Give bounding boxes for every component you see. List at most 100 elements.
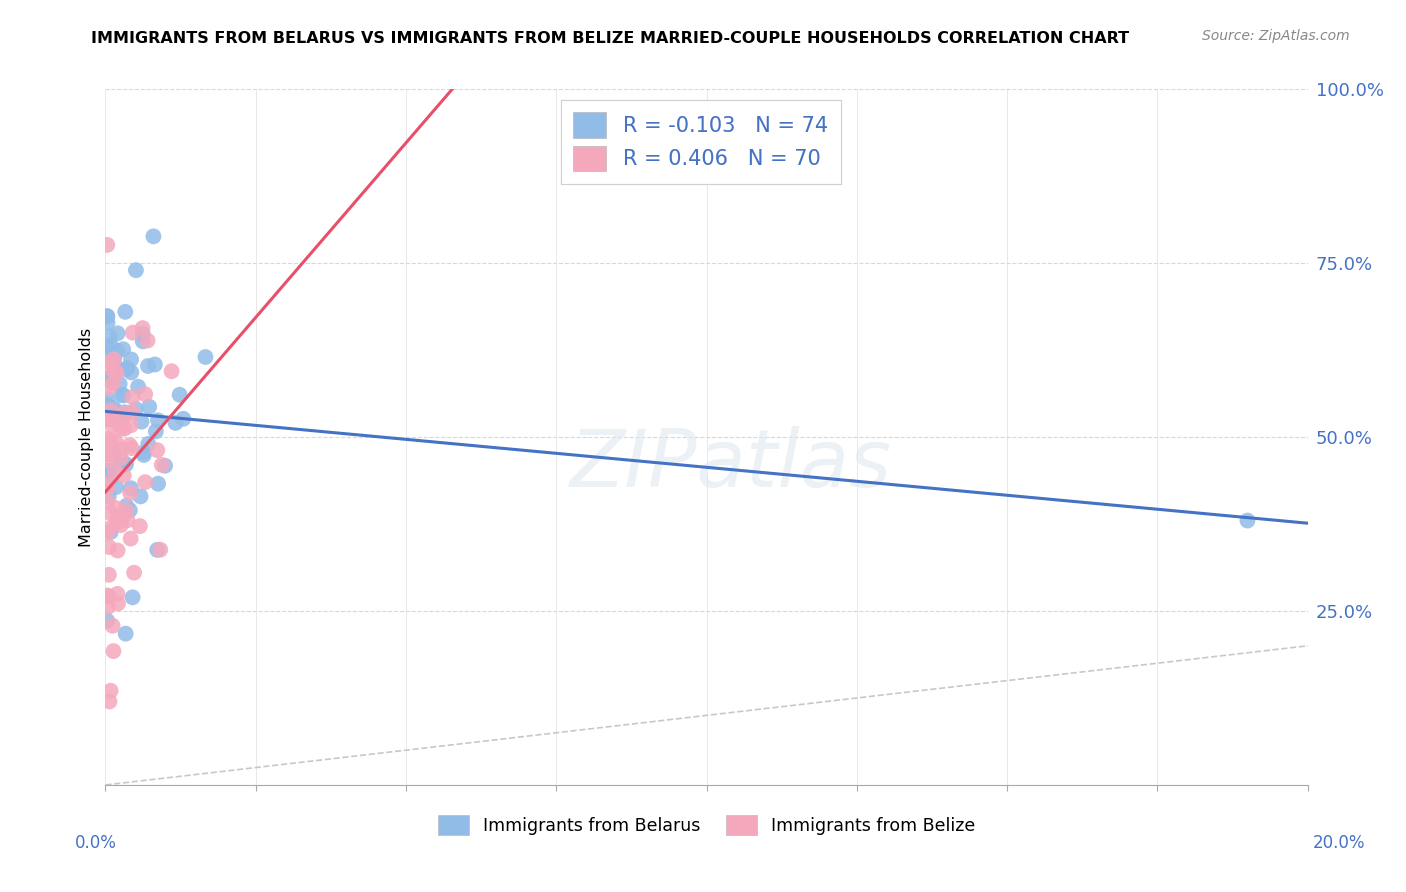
Point xyxy=(111,454,134,468)
Point xyxy=(153,458,176,473)
Point xyxy=(96,372,118,386)
Point xyxy=(146,542,169,557)
Point xyxy=(145,425,167,439)
Point xyxy=(112,468,135,483)
Point xyxy=(107,326,129,341)
Point xyxy=(107,362,129,376)
Text: 20.0%: 20.0% xyxy=(1312,834,1365,852)
Point xyxy=(107,543,129,558)
Point xyxy=(115,457,138,471)
Point xyxy=(98,522,121,536)
Point xyxy=(134,387,156,401)
Point xyxy=(98,371,121,385)
Point xyxy=(1236,514,1258,528)
Point xyxy=(118,438,141,452)
Point xyxy=(146,413,169,427)
Point xyxy=(96,310,118,324)
Point xyxy=(96,526,118,541)
Y-axis label: Married-couple Households: Married-couple Households xyxy=(79,327,94,547)
Point xyxy=(146,476,169,491)
Point xyxy=(107,597,129,611)
Point xyxy=(103,403,125,417)
Point xyxy=(98,355,121,369)
Point xyxy=(101,448,124,462)
Point xyxy=(129,490,152,504)
Point xyxy=(97,599,120,614)
Point xyxy=(103,401,125,415)
Point xyxy=(101,418,124,433)
Point xyxy=(125,402,148,417)
Point xyxy=(143,358,166,372)
Point xyxy=(136,359,159,373)
Point xyxy=(103,352,125,367)
Point xyxy=(105,480,128,494)
Point xyxy=(110,518,132,533)
Point xyxy=(98,540,121,554)
Point xyxy=(165,416,187,430)
Point xyxy=(120,352,142,367)
Point xyxy=(112,408,135,422)
Point xyxy=(96,447,118,461)
Text: IMMIGRANTS FROM BELARUS VS IMMIGRANTS FROM BELIZE MARRIED-COUPLE HOUSEHOLDS CORR: IMMIGRANTS FROM BELARUS VS IMMIGRANTS FR… xyxy=(91,31,1129,46)
Point xyxy=(120,532,142,546)
Point xyxy=(105,343,128,358)
Point xyxy=(96,453,118,467)
Point xyxy=(120,481,142,495)
Point xyxy=(98,348,121,362)
Point xyxy=(104,500,127,515)
Point xyxy=(131,415,153,429)
Point xyxy=(136,437,159,451)
Point xyxy=(104,434,127,449)
Point xyxy=(150,458,173,472)
Point xyxy=(120,418,142,433)
Point xyxy=(112,342,135,356)
Point xyxy=(110,450,132,465)
Point xyxy=(105,366,128,380)
Point xyxy=(96,439,118,453)
Point xyxy=(97,567,120,582)
Point xyxy=(108,376,131,391)
Point xyxy=(121,441,143,455)
Point xyxy=(96,589,118,603)
Point xyxy=(97,400,120,414)
Point xyxy=(107,587,129,601)
Point xyxy=(104,364,127,378)
Point xyxy=(96,614,118,628)
Point xyxy=(101,370,124,384)
Point xyxy=(125,263,148,277)
Point xyxy=(96,495,118,509)
Point xyxy=(97,404,120,418)
Point xyxy=(120,486,142,500)
Point xyxy=(115,503,138,517)
Point xyxy=(96,482,118,496)
Point xyxy=(97,589,120,603)
Point xyxy=(117,361,139,376)
Point xyxy=(96,316,118,330)
Point xyxy=(103,407,125,421)
Point xyxy=(96,340,118,354)
Point xyxy=(128,519,150,533)
Point xyxy=(114,422,136,436)
Point xyxy=(110,442,132,457)
Point xyxy=(132,334,155,349)
Point xyxy=(100,434,122,448)
Point xyxy=(101,376,124,391)
Point xyxy=(104,464,127,478)
Point xyxy=(98,329,121,343)
Point xyxy=(160,364,183,378)
Point xyxy=(117,513,139,527)
Point xyxy=(121,591,143,605)
Point xyxy=(96,439,118,453)
Point xyxy=(105,516,128,530)
Point xyxy=(114,626,136,640)
Point xyxy=(97,489,120,503)
Text: Source: ZipAtlas.com: Source: ZipAtlas.com xyxy=(1202,29,1350,43)
Text: 0.0%: 0.0% xyxy=(75,834,117,852)
Point xyxy=(108,409,131,423)
Point xyxy=(100,464,122,478)
Point xyxy=(100,338,122,352)
Point xyxy=(134,475,156,490)
Point xyxy=(97,412,120,426)
Point xyxy=(105,415,128,429)
Point xyxy=(100,683,122,698)
